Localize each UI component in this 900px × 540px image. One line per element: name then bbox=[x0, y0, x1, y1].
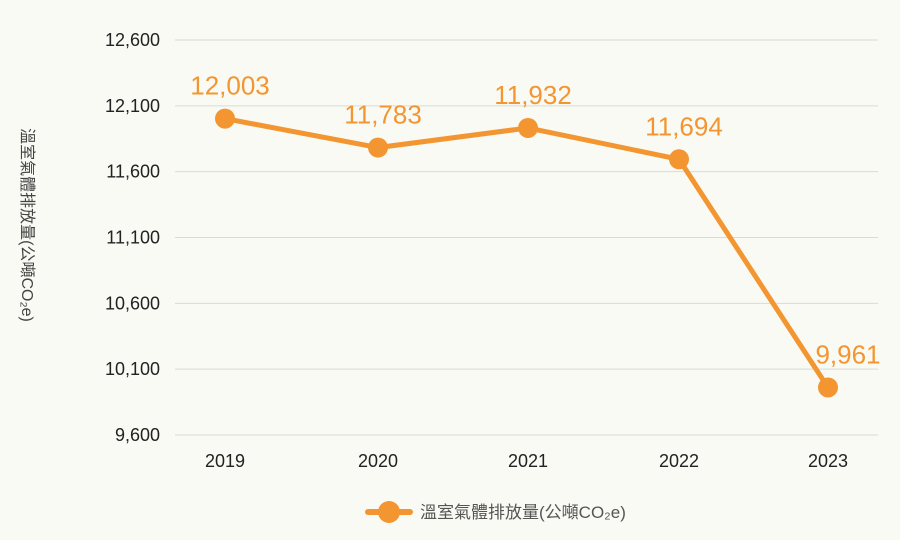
x-tick-label: 2022 bbox=[659, 451, 699, 471]
data-point[interactable] bbox=[669, 149, 689, 170]
data-label: 12,003 bbox=[190, 71, 270, 101]
data-label: 9,961 bbox=[815, 339, 880, 369]
data-point[interactable] bbox=[215, 108, 235, 129]
y-axis-label: 溫室氣體排放量(公噸CO₂e) bbox=[18, 128, 36, 322]
x-tick-label: 2020 bbox=[358, 451, 398, 471]
y-tick-label: 12,100 bbox=[105, 96, 160, 116]
y-axis-ticks: 9,600 10,100 10,600 11,100 11,600 12,100 12,60… bbox=[105, 30, 160, 445]
series-line bbox=[222, 116, 831, 390]
data-point[interactable] bbox=[518, 117, 538, 138]
y-tick-label: 10,100 bbox=[105, 359, 160, 379]
y-tick-label: 10,600 bbox=[105, 293, 160, 313]
data-point[interactable] bbox=[368, 137, 388, 158]
x-axis-ticks: 2019 2020 2021 2022 2023 bbox=[205, 451, 848, 471]
legend-label: 溫室氣體排放量(公噸CO₂e) bbox=[420, 503, 626, 522]
grid bbox=[175, 39, 878, 436]
legend[interactable]: 溫室氣體排放量(公噸CO₂e) bbox=[365, 501, 626, 523]
y-tick-label: 12,600 bbox=[105, 30, 160, 50]
x-tick-label: 2021 bbox=[508, 451, 548, 471]
y-tick-label: 11,100 bbox=[106, 228, 160, 248]
data-label: 11,932 bbox=[494, 80, 572, 110]
x-tick-label: 2019 bbox=[205, 451, 245, 471]
x-tick-label: 2023 bbox=[808, 451, 848, 471]
legend-marker-icon bbox=[378, 501, 400, 523]
data-label: 11,783 bbox=[344, 100, 422, 130]
y-tick-label: 11,600 bbox=[106, 162, 160, 182]
data-label: 11,694 bbox=[645, 111, 723, 141]
data-labels: 12,003 11,783 11,932 11,694 9,961 bbox=[190, 71, 880, 370]
series bbox=[215, 108, 838, 398]
y-tick-label: 9,600 bbox=[115, 425, 160, 445]
data-point[interactable] bbox=[818, 377, 838, 398]
